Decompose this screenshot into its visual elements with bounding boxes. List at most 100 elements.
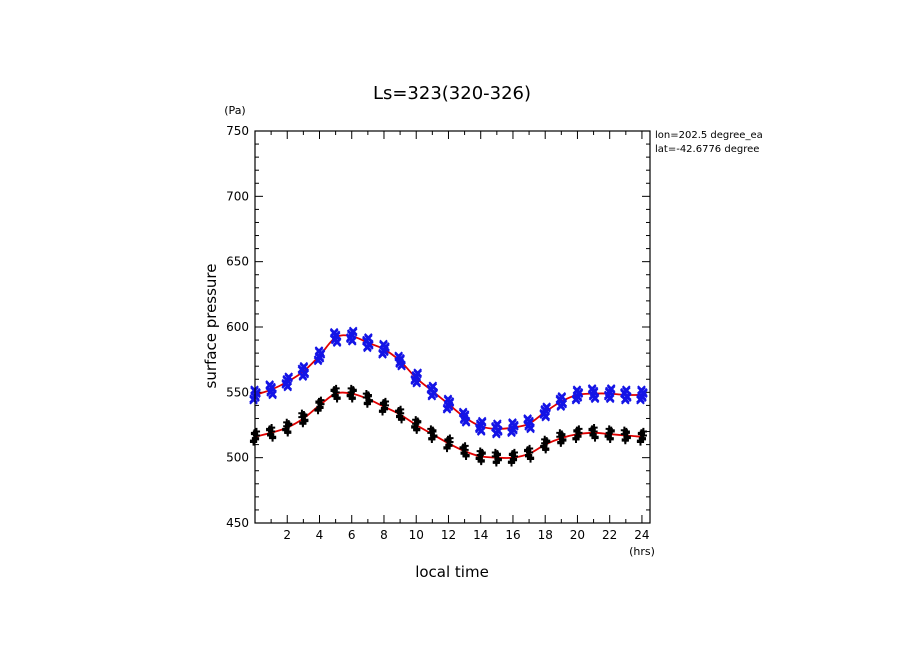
series-1-marker [526, 423, 535, 432]
series-1-marker [347, 337, 357, 346]
series-2-marker [316, 404, 324, 412]
series-1-marker [460, 410, 470, 419]
x-tick-label: 2 [283, 528, 291, 542]
series-1-marker [332, 338, 342, 347]
series-2-marker [574, 433, 582, 441]
series-1-marker [283, 381, 293, 391]
series-2-marker [301, 417, 309, 425]
y-tick-label: 650 [226, 255, 249, 269]
series-2-marker [414, 417, 422, 425]
y-unit-label: (Pa) [224, 104, 245, 117]
annotation-latitude: lat=-42.6776 degree [655, 144, 759, 155]
series-1-marker [493, 425, 503, 435]
series-2-marker [300, 410, 308, 419]
series-1-marker [316, 348, 326, 358]
series-2-marker [349, 387, 357, 395]
series-1-marker [493, 419, 502, 429]
series-1-marker [557, 393, 567, 402]
y-tick-label: 500 [226, 451, 249, 465]
series-1-marker [622, 391, 632, 401]
y-tick-label: 750 [226, 124, 249, 138]
series-2-marker [575, 425, 583, 433]
series-1-marker [541, 411, 550, 421]
series-1-marker [639, 389, 648, 398]
series-2-marker [284, 427, 292, 436]
y-tick-label: 600 [226, 320, 249, 334]
series-2-marker [348, 395, 356, 403]
series-1-marker [477, 416, 487, 426]
x-tick-label: 16 [505, 528, 520, 542]
annotation-longitude: lon=202.5 degree_ea [655, 130, 763, 141]
series-2-marker [378, 408, 387, 416]
series-1-marker [331, 330, 341, 340]
plot-frame [254, 130, 651, 524]
series-1-marker [605, 394, 615, 404]
chart-title: Ls=323(320-326) [373, 83, 531, 104]
series-1-marker [621, 385, 631, 395]
series-1-marker [606, 384, 616, 393]
series-1-marker [461, 418, 471, 427]
series-1-marker [252, 389, 261, 398]
x-tick-label: 24 [634, 528, 649, 542]
series-2-marker [607, 427, 615, 436]
series-2-marker [510, 452, 519, 460]
series-2-marker [621, 437, 629, 445]
series-1-marker [268, 389, 277, 398]
series-2-marker [363, 400, 371, 408]
series-2-marker [445, 442, 453, 450]
x-axis-title: local time [415, 563, 489, 581]
x-tick-label: 18 [538, 528, 553, 542]
y-tick-label: 550 [226, 385, 249, 399]
series-1-marker [445, 397, 455, 406]
x-tick-label: 12 [441, 528, 456, 542]
series-1-marker [413, 369, 422, 379]
series-1-marker [284, 373, 294, 383]
series-1-marker [542, 403, 551, 413]
series-1-marker [429, 389, 439, 398]
series-2-marker [639, 431, 647, 440]
y-tick-label: 700 [226, 189, 249, 203]
x-tick-label: 14 [473, 528, 488, 542]
series-2-marker [462, 452, 470, 460]
series-2-marker [252, 431, 261, 440]
series-2-marker [429, 426, 437, 434]
series-2-marker [623, 433, 631, 441]
y-axis-title: surface pressure [202, 264, 220, 389]
series-2-marker [492, 459, 500, 467]
series-1-marker [300, 369, 310, 379]
series-2-marker [397, 414, 406, 423]
series-1-marker [364, 333, 373, 342]
series-2-marker [413, 425, 421, 433]
y-tick-label: 450 [226, 516, 249, 530]
series-2-marker [507, 459, 516, 467]
fit-line-1 [254, 334, 642, 430]
series-1-marker [381, 343, 390, 353]
series-2-marker [590, 424, 598, 432]
series-2-marker [477, 457, 485, 466]
x-tick-label: 6 [348, 528, 356, 542]
series-2-marker [558, 430, 566, 438]
x-tick-label: 4 [316, 528, 324, 542]
series-2-marker [446, 434, 454, 442]
series-1-marker [510, 421, 519, 431]
series-2-marker [591, 434, 599, 442]
series-1-marker [558, 399, 568, 409]
series-1-marker [590, 394, 600, 404]
series-2-marker [268, 433, 277, 441]
series-2-marker [542, 444, 550, 453]
x-tick-label: 8 [380, 528, 388, 542]
series-1-marker [348, 326, 358, 336]
series-2-marker [526, 454, 535, 462]
series-2-marker [430, 433, 438, 441]
series-2-marker [478, 450, 486, 458]
series-1-marker [299, 363, 309, 372]
x-unit-label: (hrs) [629, 545, 655, 558]
series-1-marker [476, 427, 486, 436]
series-2-marker [606, 435, 614, 443]
series-2-marker [333, 395, 341, 403]
series-2-marker [559, 437, 567, 445]
series-1-marker [574, 388, 584, 397]
series-2-marker [332, 384, 340, 393]
